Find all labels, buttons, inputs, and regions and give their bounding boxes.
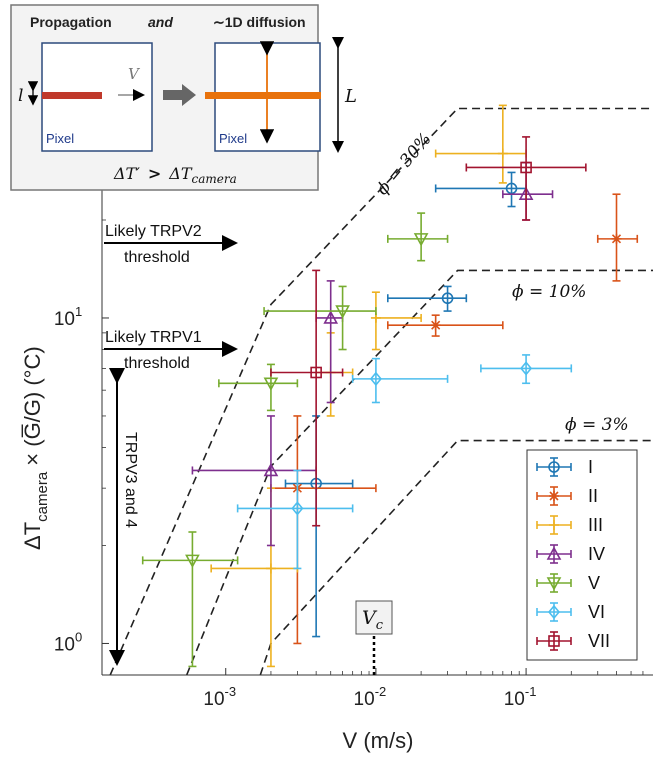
data-point-IV-1 [315,280,344,404]
legend-label-III: III [588,515,603,535]
y-tick-label-0: 100 [54,629,82,655]
data-point-VII-1 [465,136,587,221]
legend-marker-triangle-up [546,546,562,560]
data-point-VI-0 [236,469,354,570]
data-point-III-3 [434,104,527,184]
y-tick-label-1: 101 [54,304,82,330]
data-point-VII-0 [270,269,344,527]
data-point-VI-2 [480,354,573,385]
trpv34-label: TRPV3 and 4 [122,432,139,528]
marker-triangle-up [263,462,279,477]
x-tick-label-1: 10-2 [354,684,387,710]
data-point-II-2 [596,193,639,282]
legend-marker-triangle-down [546,577,562,591]
transition-arrow [163,84,196,106]
trpv1-label-line2: threshold [124,355,190,372]
v-label: V [128,65,141,83]
short-bar [42,92,102,99]
l-label: l [18,86,23,106]
legend-label-VI: VI [588,602,605,622]
legend-marker-cross [549,520,559,530]
legend-item-II: II [536,486,598,506]
marker-asterisk [430,320,441,331]
marker-triangle-up [323,310,339,324]
threshold-curve-2 [259,439,653,675]
data-point-V-2 [263,285,377,351]
data-point-V-0 [141,531,239,668]
marker-cross [265,563,276,574]
x-tick-label-2: 10-1 [504,684,537,710]
legend-label-IV: IV [588,544,605,564]
marker-triangle-down [335,305,350,319]
marker-triangle-down [185,554,200,569]
marker-diamond [369,371,382,387]
data-points [141,104,639,668]
marker-circle [441,292,454,305]
trpv2-label-line2: threshold [124,249,190,266]
curve-label-10: ϕ = 10% [512,282,586,302]
pixel-label-right: Pixel [219,131,247,146]
marker-diamond [291,501,304,516]
legend-marker-square [548,635,560,647]
long-bar [205,92,321,99]
marker-cross [497,148,508,159]
legend-label-VII: VII [588,631,610,651]
data-point-V-3 [387,212,449,262]
legend-marker-asterisk [549,491,559,501]
y-axis-label: ΔTcamera × (G̅/G) (°C) [20,346,51,550]
marker-diamond [520,361,533,376]
trpv1-label-line1: Likely TRPV1 [105,329,202,346]
marker-square [520,161,532,174]
marker-triangle-down [413,233,429,247]
legend-label-II: II [588,486,598,506]
legend-item-VI: VI [536,602,605,622]
legend-label-I: I [588,457,593,477]
axis-ticks: 10-3 10-2 10-1 100 101 [54,90,644,710]
threshold-curve-0 [109,107,653,675]
data-point-VI-1 [351,357,449,404]
trpv2-label-line1: Likely TRPV2 [105,223,202,240]
legend-marker-circle [548,461,560,473]
inset-title-propagation: Propagation [30,14,112,30]
data-point-II-1 [387,314,504,337]
legend-item-III: III [536,515,603,535]
legend-label-V: V [588,573,600,593]
inset-title-diffusion: ∼1D diffusion [213,14,306,30]
curve-label-3: ϕ = 3% [565,415,629,435]
L-label: L [344,86,357,107]
legend-box [526,449,638,661]
legend-item-VII: VII [536,631,610,651]
legend-item-I: I [536,457,593,477]
marker-asterisk [611,233,622,244]
vc-label: Vc [362,607,384,633]
legend-item-IV: IV [536,544,605,564]
x-tick-label-0: 10-3 [203,684,236,710]
inset-diagram: Propagation and ∼1D diffusion Pixel l V … [10,4,357,191]
marker-triangle-down [263,377,279,391]
x-axis-label: V (m/s) [343,728,414,753]
legend-marker-diamond [547,604,561,620]
inset-condition: ΔT′ > ΔTcamera [113,164,237,186]
legend-item-V: V [536,573,600,593]
marker-square [310,366,322,379]
data-point-I-1 [387,285,468,312]
pixel-label-left: Pixel [46,131,74,146]
threshold-curves [109,107,653,675]
inset-title-and: and [148,14,173,30]
vc-box [355,600,393,635]
